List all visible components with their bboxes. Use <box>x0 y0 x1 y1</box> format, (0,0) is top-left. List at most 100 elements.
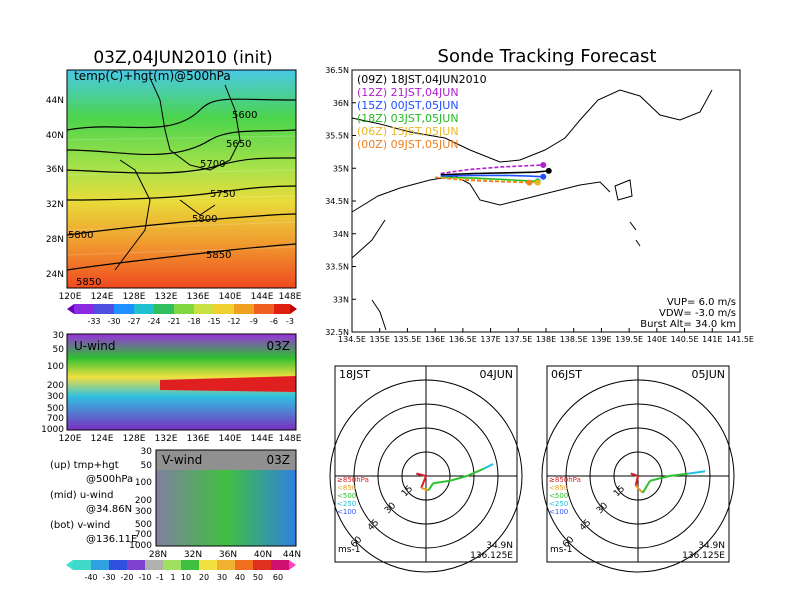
hodo-trace <box>483 463 494 470</box>
v-lat-tick: 40N <box>254 550 272 560</box>
hodo-trace <box>669 472 689 477</box>
y-tick-label: 33.5N <box>325 263 349 272</box>
caption-bot: (bot) v-wind <box>50 520 110 531</box>
u-pressure-tick: 700 <box>47 414 64 424</box>
x-tick-label: 136.5E <box>449 335 477 344</box>
pressure-legend: <100 <box>337 508 356 516</box>
hodo-time: 06JST <box>551 368 582 381</box>
hodo-units: ms-1 <box>550 545 572 555</box>
temp-colorbar-tick: -30 <box>107 317 120 326</box>
track-line <box>440 170 549 176</box>
u-pressure-tick: 100 <box>47 362 64 372</box>
legend-entry: (12Z) 21JST,04JUN <box>357 86 459 99</box>
y-tick-label: 34.5N <box>325 197 349 206</box>
u-lon-tick: 140E <box>219 434 242 444</box>
ascent-rate: VUP= 6.0 m/s <box>667 297 736 308</box>
landing-point <box>540 173 547 180</box>
map-lon-tick: 124E <box>91 292 114 302</box>
legend-entry: (00Z) 09JST,05JUN <box>357 138 459 151</box>
map-lon-tick: 144E <box>251 292 274 302</box>
v-pressure-tick: 50 <box>141 461 153 471</box>
hodo-trace <box>649 475 670 482</box>
pressure-legend: ≥850hPa <box>549 476 581 484</box>
wind-colorbar-tick: 10 <box>181 573 191 582</box>
pressure-legend: <250 <box>337 500 356 508</box>
contour-label: 5700 <box>200 159 225 170</box>
hodo-trace <box>634 484 644 494</box>
temp-colorbar <box>67 304 297 314</box>
wind-colorbar-tick: 40 <box>235 573 245 582</box>
u-lon-tick: 136E <box>187 434 210 444</box>
wind-colorbar-tick: -20 <box>120 573 133 582</box>
v-pressure-tick: 300 <box>135 507 152 517</box>
contour-label: 5600 <box>232 110 257 121</box>
caption-up-level: @500hPa <box>86 474 133 485</box>
x-tick-label: 137.5E <box>504 335 532 344</box>
temp-colorbar-tick: -27 <box>127 317 140 326</box>
x-tick-label: 140.5E <box>671 335 699 344</box>
u-pressure-tick: 500 <box>47 404 64 414</box>
pressure-legend: ≥850hPa <box>337 476 369 484</box>
temp-height-map-field <box>67 70 296 288</box>
hodo-trace <box>433 479 451 485</box>
x-tick-label: 135.5E <box>393 335 421 344</box>
tracking-frame <box>351 69 741 333</box>
height-contours <box>66 98 297 271</box>
y-tick-label: 33N <box>333 295 349 304</box>
map-lon-tick: 128E <box>123 292 146 302</box>
contour-label: 5800 <box>192 214 217 225</box>
legend-entry: (15Z) 00JST,05JUN <box>357 99 459 112</box>
contour-label: 5650 <box>226 139 251 150</box>
landing-point <box>540 161 547 168</box>
burst-altitude: Burst Alt= 34.0 km <box>640 319 736 330</box>
x-tick-label: 134.5E <box>338 335 366 344</box>
u-lon-tick: 128E <box>123 434 146 444</box>
v-pressure-tick: 700 <box>135 530 152 540</box>
temp-colorbar-tick: -9 <box>250 317 258 326</box>
landing-point <box>526 179 533 186</box>
map-lon-tick: 148E <box>279 292 302 302</box>
v-pressure-tick: 1000 <box>129 541 152 551</box>
u-pressure-tick: 1000 <box>41 425 64 435</box>
u-pressure-tick: 300 <box>47 392 64 402</box>
tracking-plot: 134.5E 135E 135.5E 136E 136.5E 137E 137.5E 138E… <box>325 66 754 344</box>
hodo-lon: 136.125E <box>470 551 513 561</box>
x-tick-label: 141E <box>702 335 722 344</box>
u-pressure-tick: 200 <box>47 381 64 391</box>
legend-entry: (06Z) 15JST,05JUN <box>357 125 459 138</box>
v-pressure-tick: 500 <box>135 520 152 530</box>
hodo-lat: 34.9N <box>698 541 725 551</box>
wind-colorbar-tick: 30 <box>217 573 227 582</box>
map-init-title: 03Z,04JUN2010 (init) <box>93 48 272 68</box>
v-pressure-tick: 200 <box>135 496 152 506</box>
map-lon-tick: 120E <box>59 292 82 302</box>
temp-colorbar-tick: -18 <box>187 317 200 326</box>
caption-mid: (mid) u-wind <box>50 490 113 501</box>
v-lat-tick: 28N <box>149 550 167 560</box>
pressure-legend: <850 <box>337 484 356 492</box>
temp-colorbar-tick: -15 <box>207 317 220 326</box>
v-wind-frame <box>155 449 297 547</box>
wind-colorbar-tick: -1 <box>156 573 164 582</box>
u-wind-jet-core <box>160 376 296 392</box>
hodo-lon: 136.125E <box>682 551 725 561</box>
v-lat-tick: 32N <box>184 550 202 560</box>
temp-colorbar-tick: -3 <box>286 317 294 326</box>
coastline-japan-schematic <box>114 77 241 271</box>
hodo-trace <box>449 475 468 482</box>
u-lon-tick: 148E <box>279 434 302 444</box>
caption-up: (up) tmp+hgt <box>50 460 119 471</box>
pressure-legend: <100 <box>549 508 568 516</box>
y-tick-label: 35.5N <box>325 132 349 141</box>
temp-colorbar-tick: -24 <box>147 317 160 326</box>
hodograph-panel-06jst: 06JST 05JUN15304560≥850hPa<850<500<250<10… <box>541 365 735 573</box>
hodo-trace <box>466 467 484 477</box>
hodo-trace <box>630 472 639 477</box>
u-pressure-tick: 50 <box>53 345 65 355</box>
map-lon-tick: 132E <box>155 292 178 302</box>
hodo-time: 18JST <box>339 368 370 381</box>
coastline-honshu-schematic <box>351 89 713 331</box>
v-pressure-tick: 100 <box>135 478 152 488</box>
contour-label: 5800 <box>68 230 93 241</box>
